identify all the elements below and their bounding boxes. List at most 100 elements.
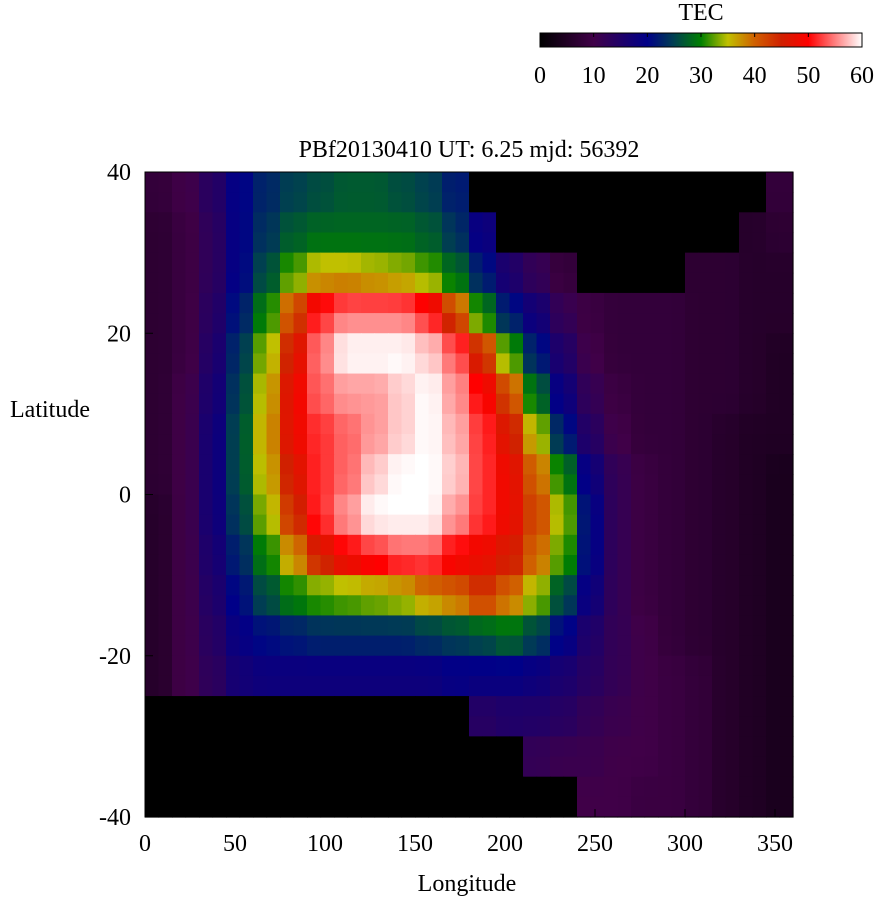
heatmap-cell <box>766 434 781 455</box>
heatmap-cell <box>158 534 173 556</box>
heatmap-cell <box>320 534 335 556</box>
heatmap-cell <box>307 192 322 213</box>
heatmap-cell <box>617 595 632 617</box>
heatmap-cell <box>239 272 254 294</box>
heatmap-cell <box>320 252 335 274</box>
heatmap-cell <box>199 675 214 697</box>
heatmap-cell <box>415 575 430 596</box>
heatmap-cell <box>172 393 187 415</box>
heatmap-cell <box>496 272 511 294</box>
heatmap-cell <box>266 635 281 657</box>
heatmap-cell <box>536 716 551 737</box>
heatmap-cell <box>752 696 767 717</box>
heatmap-cell <box>577 232 592 254</box>
heatmap-cell <box>401 313 416 334</box>
heatmap-cell <box>604 655 619 677</box>
heatmap-cell <box>563 212 578 234</box>
heatmap-cell <box>536 534 551 556</box>
heatmap-cell <box>320 454 335 475</box>
heatmap-cell <box>509 373 524 395</box>
heatmap-cell <box>671 514 686 536</box>
heatmap-cell <box>469 192 484 213</box>
heatmap-cell <box>496 595 511 617</box>
heatmap-cell <box>685 756 700 778</box>
heatmap-cell <box>590 353 605 375</box>
heatmap-cell <box>536 655 551 677</box>
heatmap-cell <box>509 635 524 657</box>
heatmap-cell <box>455 313 470 334</box>
heatmap-cell <box>658 172 673 193</box>
heatmap-cell <box>469 353 484 375</box>
heatmap-cell <box>145 534 160 556</box>
heatmap-cell <box>226 554 241 576</box>
heatmap-cell <box>617 393 632 415</box>
x-tick-label: 350 <box>757 831 793 857</box>
heatmap-cell <box>388 595 403 617</box>
heatmap-cell <box>496 474 511 496</box>
x-tick-label: 250 <box>577 831 613 857</box>
heatmap-cell <box>766 615 781 637</box>
heatmap-cell <box>577 454 592 475</box>
heatmap-cell <box>739 172 754 193</box>
heatmap-cell <box>455 474 470 496</box>
heatmap-cell <box>280 675 295 697</box>
heatmap-cell <box>766 635 781 657</box>
heatmap-cell <box>293 353 308 375</box>
heatmap-cell <box>685 796 700 818</box>
heatmap-cell <box>253 232 268 254</box>
heatmap-cell <box>604 494 619 516</box>
heatmap-cell <box>482 373 497 395</box>
heatmap-cell <box>604 212 619 234</box>
heatmap-cell <box>577 796 592 818</box>
heatmap-cell <box>293 454 308 475</box>
heatmap-cell <box>604 776 619 798</box>
heatmap-cell <box>671 353 686 375</box>
heatmap-cell <box>712 534 727 556</box>
heatmap-cell <box>374 272 389 294</box>
heatmap-cell <box>752 756 767 778</box>
heatmap-cell <box>172 575 187 596</box>
heatmap-cell <box>415 172 430 193</box>
heatmap-cell <box>226 696 241 717</box>
heatmap-cell <box>212 212 227 234</box>
heatmap-cell <box>212 494 227 516</box>
heatmap-cell <box>185 595 200 617</box>
heatmap-cell <box>590 796 605 818</box>
heatmap-cell <box>388 393 403 415</box>
heatmap-cell <box>671 212 686 234</box>
heatmap-cell <box>212 655 227 677</box>
heatmap-cell <box>563 454 578 475</box>
heatmap-cell <box>361 393 376 415</box>
heatmap-cell <box>550 252 565 274</box>
heatmap-cell <box>455 373 470 395</box>
heatmap-cell <box>388 554 403 576</box>
heatmap-cell <box>577 272 592 294</box>
heatmap-cell <box>388 454 403 475</box>
heatmap-cell <box>172 192 187 213</box>
heatmap-cell <box>577 514 592 536</box>
heatmap-cell <box>388 272 403 294</box>
heatmap-cell <box>766 716 781 737</box>
heatmap-cell <box>374 494 389 516</box>
heatmap-cell <box>401 534 416 556</box>
heatmap-cell <box>658 494 673 516</box>
heatmap-cell <box>442 252 457 274</box>
heatmap-cell <box>523 192 538 213</box>
heatmap-cell <box>509 292 524 314</box>
heatmap-cell <box>226 454 241 475</box>
heatmap-cell <box>280 373 295 395</box>
heatmap-cell <box>523 615 538 637</box>
heatmap-cell <box>496 615 511 637</box>
heatmap-cell <box>455 252 470 274</box>
heatmap-cell <box>442 796 457 818</box>
heatmap-cell <box>320 716 335 737</box>
heatmap-cell <box>617 413 632 435</box>
heatmap-cell <box>563 655 578 677</box>
heatmap-cell <box>590 494 605 516</box>
heatmap-cell <box>725 413 740 435</box>
heatmap-cell <box>401 554 416 576</box>
heatmap-cell <box>644 474 659 496</box>
heatmap-cell <box>712 776 727 798</box>
heatmap-cell <box>698 796 713 818</box>
heatmap-cell <box>266 192 281 213</box>
